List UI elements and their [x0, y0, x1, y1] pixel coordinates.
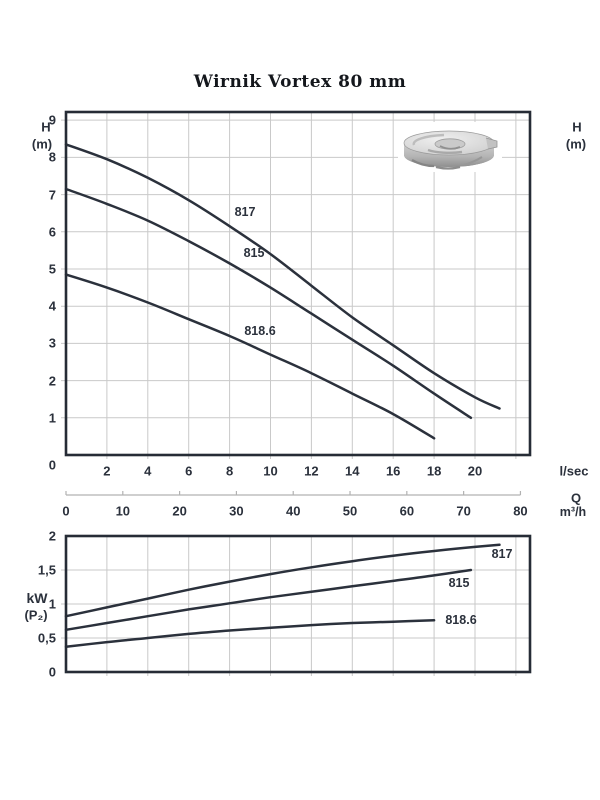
head-y-tick-label: 3	[48, 335, 56, 351]
power-y-tick-label: 1	[48, 596, 56, 612]
head-y-label-right: H	[572, 119, 582, 135]
head-y-unit-left: (m)	[31, 136, 53, 152]
head-origin-label: 0	[48, 457, 56, 473]
head-y-tick-label: 7	[48, 187, 56, 203]
head-y-tick-label: 1	[48, 410, 56, 426]
head-x-tick-label: 10	[263, 463, 278, 479]
curve-817	[64, 543, 501, 618]
curve-815	[64, 568, 473, 632]
head-x-tick-label: 18	[426, 463, 442, 479]
power-y-tick-label: 0	[48, 664, 56, 680]
curve-818.6	[64, 619, 436, 649]
head-y-tick-label: 4	[48, 298, 56, 314]
impeller-image	[398, 122, 502, 172]
secondary-x-tick-label: 50	[342, 503, 358, 519]
curve-label-818.6: 818.6	[445, 612, 477, 627]
secondary-x-tick-label: 40	[285, 503, 301, 519]
secondary-x-tick-label: 70	[456, 503, 471, 519]
head-x-tick-label: 6	[185, 463, 193, 479]
head-y-tick-label: 5	[48, 261, 56, 277]
curve-label-815: 815	[448, 575, 470, 590]
power-y-label: kW	[26, 590, 48, 606]
secondary-x-tick-label: 10	[115, 503, 131, 519]
plot-border	[64, 110, 532, 457]
x-axis-primary-unit: l/sec	[559, 463, 589, 479]
head-y-tick-label: 2	[48, 373, 56, 389]
page-title: Wirnik Vortex 80 mm	[193, 72, 407, 92]
secondary-x-tick-label: 0	[62, 503, 70, 519]
secondary-x-tick-label: 20	[172, 503, 187, 519]
curve-label-817: 817	[234, 204, 256, 219]
head-y-tick-label: 6	[48, 224, 56, 240]
head-x-tick-label: 2	[103, 463, 111, 479]
plot-border	[64, 534, 532, 674]
curve-label-817: 817	[491, 546, 513, 561]
curve-818.6	[64, 273, 436, 440]
power-y-tick-label: 2	[48, 528, 56, 544]
secondary-x-tick-label: 80	[513, 503, 528, 519]
head-y-tick-label: 8	[48, 149, 56, 165]
head-y-label-left: H	[41, 119, 51, 135]
curve-817	[64, 143, 501, 410]
power-y-tick-label: 1,5	[37, 562, 56, 578]
head-x-tick-label: 4	[144, 463, 152, 479]
head-x-tick-label: 16	[385, 463, 401, 479]
head-x-tick-label: 8	[225, 463, 234, 479]
x-axis-secondary-label: Q	[570, 490, 582, 506]
head-x-tick-label: 12	[304, 463, 319, 479]
curve-label-815: 815	[243, 245, 265, 260]
curve-815	[64, 187, 473, 420]
curve-label-818.6: 818.6	[244, 323, 276, 338]
power-y-unit: (P₂)	[24, 607, 48, 623]
head-y-tick-label: 9	[48, 112, 56, 128]
head-x-tick-label: 20	[467, 463, 483, 479]
x-axis-secondary-unit: m³/h	[559, 504, 587, 519]
head-y-unit-right: (m)	[565, 136, 587, 152]
secondary-x-tick-label: 30	[229, 503, 244, 519]
power-y-tick-label: 0,5	[37, 630, 56, 646]
head-x-tick-label: 14	[345, 463, 360, 479]
secondary-x-tick-label: 60	[399, 503, 415, 519]
